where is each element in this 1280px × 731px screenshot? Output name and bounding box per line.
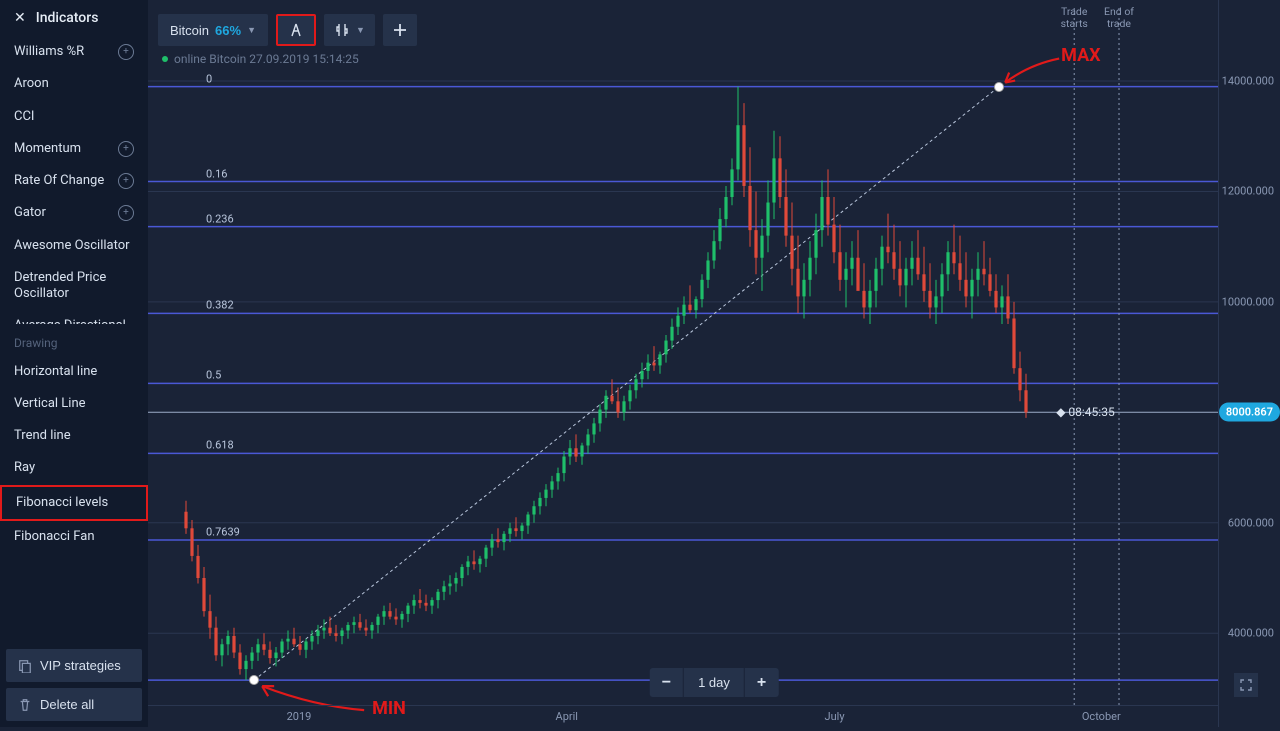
- fib-level-label: 0: [206, 72, 212, 85]
- sidebar-indicator-item[interactable]: Williams %R +: [0, 36, 148, 68]
- sidebar-header: ✕ Indicators: [0, 0, 148, 36]
- current-price-badge: 8000.867: [1219, 403, 1280, 422]
- y-axis: 14000.00012000.00010000.0008000.0006000.…: [1218, 0, 1280, 727]
- plus-icon: [393, 23, 407, 37]
- chart-type-button[interactable]: ▼: [324, 14, 375, 46]
- asset-selector[interactable]: Bitcoin 66% ▼: [158, 14, 268, 46]
- vip-strategies-button[interactable]: VIP strategies: [6, 649, 142, 682]
- add-button[interactable]: [383, 14, 417, 46]
- sidebar-drawing-item[interactable]: Horizontal line: [0, 356, 148, 388]
- fib-level-label: 0.7639: [206, 526, 240, 539]
- min-annotation: MIN: [372, 698, 406, 719]
- drawing-tool-button[interactable]: [276, 14, 316, 46]
- max-annotation: MAX: [1061, 45, 1100, 66]
- compass-icon: [288, 22, 304, 38]
- fib-level-label: 0.236: [206, 212, 234, 225]
- drawing-section-label: Drawing: [0, 324, 148, 356]
- countdown-label: ◆ 08:45:35: [1056, 405, 1114, 419]
- x-axis-label: July: [825, 710, 845, 723]
- trash-icon: [18, 698, 32, 712]
- timeframe-label[interactable]: 1 day: [683, 668, 744, 697]
- sidebar-item-label: Momentum: [14, 141, 81, 157]
- sidebar-item-label: Horizontal line: [14, 364, 97, 380]
- y-axis-label: 6000.000: [1228, 516, 1274, 529]
- sidebar-indicator-item[interactable]: CCI: [0, 101, 148, 133]
- close-icon[interactable]: ✕: [14, 10, 26, 26]
- sidebar-drawing-item[interactable]: Fibonacci levels: [0, 485, 148, 521]
- chart-main: Bitcoin 66% ▼ ▼ online Bitcoin 27.09.201…: [148, 0, 1280, 727]
- fib-max-handle[interactable]: [994, 82, 1004, 92]
- chevron-down-icon: ▼: [247, 25, 256, 35]
- timeframe-plus-button[interactable]: +: [744, 668, 778, 697]
- sidebar-drawing-item[interactable]: Vertical Line: [0, 388, 148, 420]
- add-indicator-icon[interactable]: +: [118, 205, 134, 221]
- add-indicator-icon[interactable]: +: [118, 44, 134, 60]
- add-indicator-icon[interactable]: +: [118, 141, 134, 157]
- sidebar-item-label: Awesome Oscillator: [14, 238, 130, 254]
- fib-level-label: 0.382: [206, 299, 234, 312]
- fib-level-label: 0.618: [206, 439, 234, 452]
- timeframe-minus-button[interactable]: −: [650, 668, 683, 697]
- sidebar-indicator-item[interactable]: Detrended Price Oscillator: [0, 262, 148, 311]
- chart-area[interactable]: 14000.00012000.00010000.0008000.0006000.…: [148, 0, 1280, 727]
- sidebar-item-label: Aroon: [14, 76, 49, 92]
- x-axis-label: April: [556, 710, 578, 723]
- y-axis-label: 14000.000: [1222, 75, 1274, 88]
- fullscreen-button[interactable]: [1234, 673, 1258, 697]
- sidebar-item-label: Rate Of Change: [14, 173, 104, 189]
- sidebar-indicator-item[interactable]: Aroon: [0, 68, 148, 100]
- sidebar-indicator-item[interactable]: Average Directional Index: [0, 310, 148, 323]
- y-axis-label: 10000.000: [1222, 295, 1274, 308]
- sidebar-indicator-item[interactable]: Gator +: [0, 197, 148, 229]
- price-chart[interactable]: [148, 0, 1280, 727]
- sidebar-item-label: Williams %R: [14, 44, 84, 60]
- drawing-list: Horizontal line Vertical Line Trend line Ra…: [0, 356, 148, 644]
- sidebar-item-label: CCI: [14, 109, 34, 125]
- chart-toolbar: Bitcoin 66% ▼ ▼: [158, 14, 417, 46]
- end-of-trade-label: End oftrade: [1104, 6, 1134, 30]
- timeframe-control: − 1 day +: [650, 668, 779, 697]
- x-axis: 2019 April July October: [148, 705, 1218, 727]
- y-axis-label: 12000.000: [1222, 185, 1274, 198]
- sidebar-item-label: Vertical Line: [14, 396, 86, 412]
- fullscreen-icon: [1239, 678, 1253, 692]
- sidebar-item-label: Trend line: [14, 428, 71, 444]
- delete-all-button[interactable]: Delete all: [6, 688, 142, 721]
- sidebar-title: Indicators: [36, 10, 99, 26]
- fib-min-handle[interactable]: [249, 675, 259, 685]
- chevron-down-icon: ▼: [356, 25, 365, 35]
- sidebar-drawing-item[interactable]: Ray: [0, 452, 148, 484]
- sidebar-drawing-item[interactable]: Fibonacci Fan: [0, 521, 148, 553]
- add-indicator-icon[interactable]: +: [118, 173, 134, 189]
- indicators-sidebar: ✕ Indicators Williams %R + Aroon CCI Momentu…: [0, 0, 148, 727]
- copy-icon: [18, 659, 32, 673]
- sidebar-indicator-item[interactable]: Rate Of Change +: [0, 165, 148, 197]
- sidebar-item-label: Detrended Price Oscillator: [14, 270, 134, 303]
- candlestick-icon: [334, 22, 350, 38]
- sidebar-item-label: Fibonacci Fan: [14, 529, 95, 545]
- sidebar-indicator-item[interactable]: Awesome Oscillator: [0, 230, 148, 262]
- trade-starts-label: Tradestarts: [1061, 6, 1088, 30]
- x-axis-label: 2019: [287, 710, 312, 723]
- sidebar-item-label: Gator: [14, 205, 46, 221]
- sidebar-item-label: Fibonacci levels: [16, 495, 108, 511]
- fib-level-label: 0.16: [206, 167, 227, 180]
- sidebar-indicator-item[interactable]: Momentum +: [0, 133, 148, 165]
- fib-level-label: 0.5: [206, 369, 221, 382]
- x-axis-label: October: [1082, 710, 1121, 723]
- sidebar-drawing-item[interactable]: Trend line: [0, 420, 148, 452]
- y-axis-label: 4000.000: [1228, 627, 1274, 640]
- sidebar-item-label: Ray: [14, 460, 35, 476]
- indicator-list: Williams %R+AroonCCIMomentum+Rate Of Cha…: [0, 36, 148, 324]
